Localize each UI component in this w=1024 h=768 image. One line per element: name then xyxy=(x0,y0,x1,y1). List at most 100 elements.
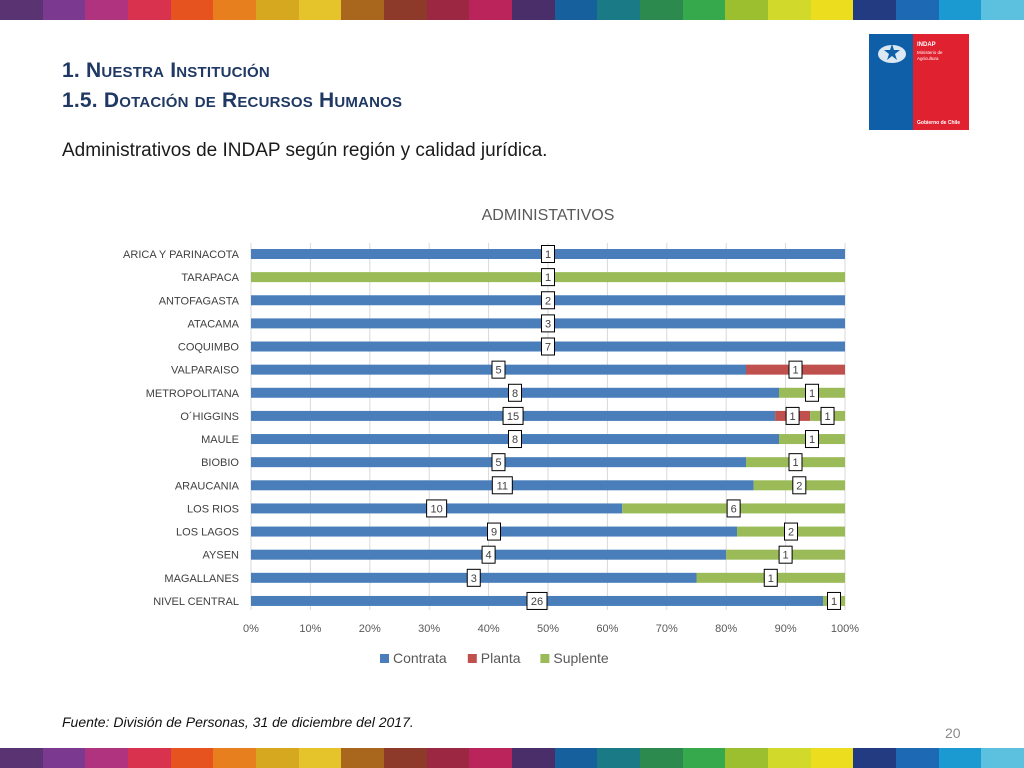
stripe-segment xyxy=(853,0,897,20)
data-label-box xyxy=(526,591,548,610)
x-tick-label: 90% xyxy=(775,623,797,635)
category-label: TARAPACA xyxy=(181,272,239,284)
stripe-segment xyxy=(85,748,129,768)
stripe-segment xyxy=(213,748,257,768)
stripe-segment xyxy=(426,748,470,768)
data-label: 10 xyxy=(431,503,443,515)
data-label: 1 xyxy=(790,411,796,423)
stripe-segment xyxy=(384,0,427,20)
data-label: 1 xyxy=(831,596,837,608)
data-label-box xyxy=(508,383,522,402)
category-label: MAULE xyxy=(201,434,239,446)
legend-label-suplente: Suplente xyxy=(553,650,608,666)
stripe-segment xyxy=(853,748,897,768)
data-label-box xyxy=(763,568,778,587)
top-color-stripe xyxy=(0,0,1024,20)
data-label: 2 xyxy=(545,295,551,307)
data-label: 1 xyxy=(809,388,815,400)
data-label: 3 xyxy=(471,573,477,585)
stripe-segment xyxy=(896,748,939,768)
x-tick-label: 80% xyxy=(715,623,737,635)
data-label-box xyxy=(792,476,807,495)
stripe-segment xyxy=(554,748,598,768)
stripe-segment xyxy=(42,0,86,20)
x-tick-label: 50% xyxy=(537,623,559,635)
source-footnote: Fuente: División de Personas, 31 de dici… xyxy=(62,714,414,730)
stripe-segment xyxy=(170,748,214,768)
data-label-box xyxy=(827,591,841,610)
data-label-box xyxy=(481,545,496,564)
category-label: O´HIGGINS xyxy=(180,411,239,423)
stripe-segment xyxy=(810,0,854,20)
category-label: METROPOLITANA xyxy=(146,388,240,400)
category-label: LOS LAGOS xyxy=(176,527,239,539)
category-label: BIOBIO xyxy=(201,457,239,469)
indap-logo: INDAP Ministerio de Agricultura Gobierno… xyxy=(869,34,969,130)
data-label: 5 xyxy=(495,457,501,469)
data-label: 1 xyxy=(545,272,551,284)
data-label: 1 xyxy=(792,457,798,469)
data-label-box xyxy=(788,360,803,379)
data-label: 1 xyxy=(809,434,815,446)
data-label-box xyxy=(820,406,835,425)
stripe-segment xyxy=(512,748,555,768)
category-label: ARICA Y PARINACOTA xyxy=(123,249,240,261)
stripe-segment xyxy=(597,748,641,768)
stripe-segment xyxy=(213,0,257,20)
data-label-box xyxy=(778,545,793,564)
stripe-segment xyxy=(512,0,555,20)
stripe-segment xyxy=(938,748,982,768)
data-label: 26 xyxy=(531,596,543,608)
category-label: ANTOFAGASTA xyxy=(159,295,240,307)
stripe-segment xyxy=(981,0,1024,20)
category-label: ARAUCANIA xyxy=(175,480,240,492)
data-label-box xyxy=(466,568,481,587)
page-number: 20 xyxy=(945,725,961,741)
category-label: COQUIMBO xyxy=(178,342,240,354)
stripe-segment xyxy=(256,748,299,768)
stripe-segment xyxy=(597,0,641,20)
stripe-segment xyxy=(725,0,769,20)
stripe-segment xyxy=(981,748,1024,768)
data-label: 8 xyxy=(512,388,518,400)
data-label-box xyxy=(788,453,803,472)
title-line-1: 1. Nuestra Institución xyxy=(62,59,270,82)
title-line-2: 1.5. Dotación de Recursos Humanos xyxy=(62,89,403,112)
data-label: 1 xyxy=(768,573,774,585)
data-label: 4 xyxy=(486,550,492,562)
stripe-segment xyxy=(128,0,171,20)
chart-title: ADMINISTATIVOS xyxy=(482,207,615,224)
stripe-segment xyxy=(640,748,683,768)
category-label: VALPARAISO xyxy=(171,365,240,377)
data-label-box xyxy=(541,291,555,310)
legend-label-planta: Planta xyxy=(481,650,521,666)
data-label: 1 xyxy=(783,550,789,562)
stripe-segment xyxy=(256,0,299,20)
category-label: MAGALLANES xyxy=(164,573,239,585)
data-label: 9 xyxy=(491,527,497,539)
stripe-segment xyxy=(768,0,811,20)
stripe-segment xyxy=(810,748,854,768)
data-label: 8 xyxy=(512,434,518,446)
stripe-segment xyxy=(128,748,171,768)
data-label-box xyxy=(541,314,555,333)
x-tick-label: 70% xyxy=(656,623,678,635)
stripe-segment xyxy=(554,0,598,20)
data-label-box xyxy=(541,245,555,263)
stripe-segment xyxy=(682,748,726,768)
data-label-box xyxy=(487,522,501,541)
data-label-box xyxy=(508,430,522,449)
data-label: 15 xyxy=(507,411,519,423)
legend-label-contrata: Contrata xyxy=(393,650,447,666)
stripe-segment xyxy=(42,748,86,768)
stripe-segment xyxy=(0,0,43,20)
data-label-box xyxy=(426,499,448,518)
data-label-box xyxy=(805,430,819,449)
stripe-segment xyxy=(768,748,811,768)
category-label: AYSEN xyxy=(203,550,240,562)
data-label-box xyxy=(491,453,506,472)
stripe-segment xyxy=(170,0,214,20)
data-label: 1 xyxy=(824,411,830,423)
stripe-segment xyxy=(85,0,129,20)
bottom-color-stripe xyxy=(0,748,1024,768)
